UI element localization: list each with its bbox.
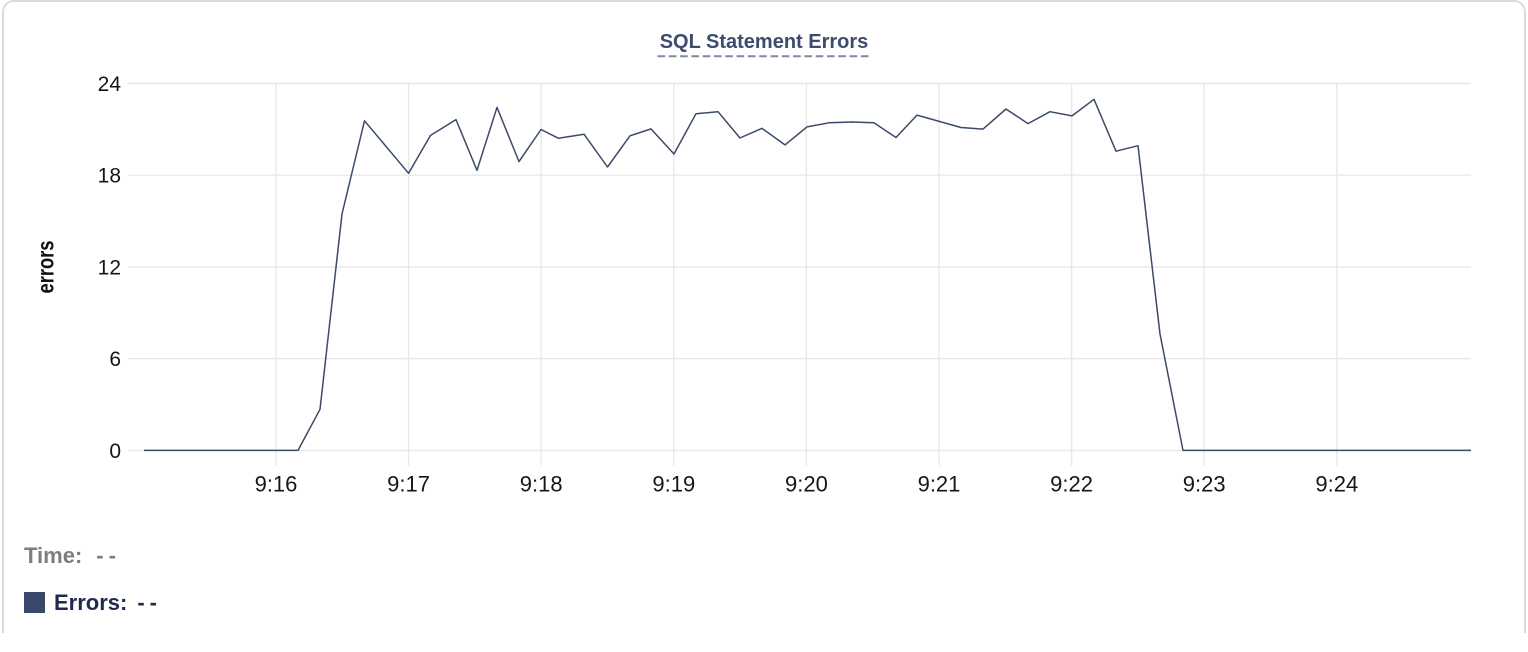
svg-text:9:16: 9:16 (255, 471, 298, 496)
svg-text:18: 18 (98, 165, 121, 188)
svg-text:9:18: 9:18 (520, 471, 563, 496)
svg-text:12: 12 (98, 256, 121, 279)
svg-text:9:24: 9:24 (1315, 471, 1358, 496)
svg-text:9:23: 9:23 (1183, 471, 1226, 496)
svg-text:24: 24 (98, 73, 122, 96)
svg-text:9:19: 9:19 (652, 471, 695, 496)
svg-text:errors: errors (33, 241, 59, 294)
svg-text:9:17: 9:17 (387, 471, 430, 496)
svg-text:9:22: 9:22 (1050, 471, 1093, 496)
svg-text:9:21: 9:21 (918, 471, 961, 496)
svg-text:6: 6 (109, 348, 121, 371)
svg-text:0: 0 (109, 440, 121, 463)
svg-text:9:20: 9:20 (785, 471, 828, 496)
